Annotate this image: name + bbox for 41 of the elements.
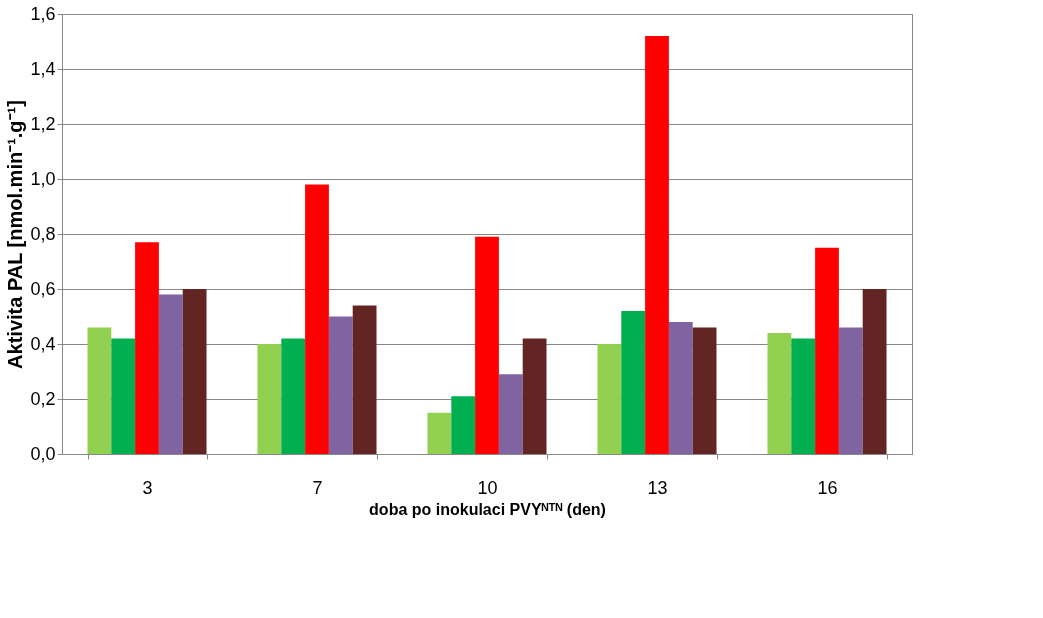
bar bbox=[352, 305, 377, 454]
bar bbox=[281, 338, 306, 454]
bar bbox=[815, 247, 839, 454]
y-axis-title: Aktivita PAL [nmol.min⁻¹.g⁻¹] bbox=[4, 100, 27, 369]
x-tick-label: 16 bbox=[817, 477, 838, 498]
bar bbox=[668, 322, 693, 454]
y-tick-label: 0,2 bbox=[30, 388, 56, 409]
bar bbox=[158, 294, 183, 454]
bar bbox=[862, 289, 887, 454]
bar bbox=[597, 344, 622, 454]
bar bbox=[451, 396, 476, 454]
bar bbox=[475, 236, 499, 454]
bar bbox=[257, 344, 282, 454]
bar bbox=[498, 374, 523, 454]
y-tick-label: 1,2 bbox=[30, 113, 56, 134]
y-tick-label: 1,4 bbox=[30, 58, 56, 79]
bar bbox=[427, 412, 452, 454]
bar bbox=[182, 289, 207, 454]
x-tick-label: 7 bbox=[312, 477, 323, 498]
x-tick-label: 3 bbox=[142, 477, 153, 498]
x-tick-label: 10 bbox=[477, 477, 498, 498]
bar bbox=[692, 327, 717, 454]
bar bbox=[111, 338, 136, 454]
bar bbox=[767, 333, 792, 454]
y-tick-label: 0,0 bbox=[30, 443, 56, 464]
bar bbox=[135, 242, 159, 454]
bar bbox=[87, 327, 112, 454]
bar bbox=[791, 338, 816, 454]
y-tick-label: 1,6 bbox=[30, 3, 56, 24]
y-tick-label: 0,8 bbox=[30, 223, 56, 244]
bar bbox=[621, 311, 646, 454]
y-tick-label: 1,0 bbox=[30, 168, 56, 189]
bar bbox=[328, 316, 353, 454]
bar bbox=[522, 338, 547, 454]
x-axis-title: doba po inokulaci PVYᴺᵀᴺ (den) bbox=[369, 500, 606, 518]
bar bbox=[838, 327, 863, 454]
x-tick-label: 13 bbox=[647, 477, 668, 498]
bar bbox=[305, 184, 329, 454]
bar bbox=[645, 36, 669, 454]
y-tick-label: 0,4 bbox=[30, 333, 56, 354]
y-tick-label: 0,6 bbox=[30, 278, 56, 299]
